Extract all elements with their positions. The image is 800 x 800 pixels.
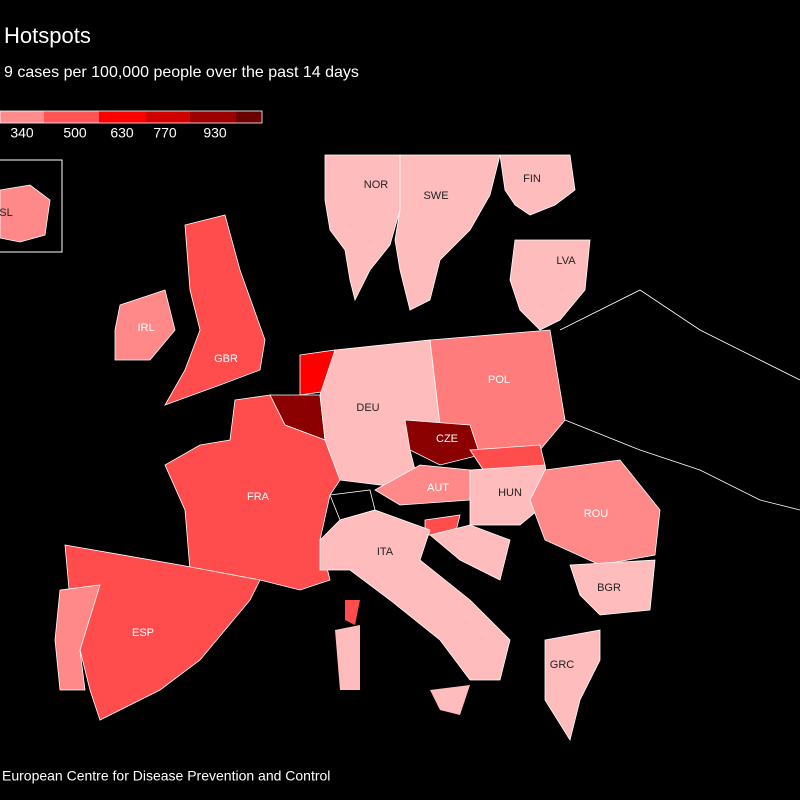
legend-swatch <box>0 111 44 123</box>
country <box>54 584 101 691</box>
country <box>0 184 51 243</box>
legend-swatch <box>190 111 236 123</box>
border-line <box>564 419 800 511</box>
region-labels: NOR SWE FIN LVA SL IRL GBR DEU POL CZE A… <box>0 173 621 671</box>
island <box>335 625 360 690</box>
regions <box>0 154 661 742</box>
region-label: SWE <box>423 190 448 202</box>
border-line <box>559 289 800 381</box>
country <box>164 394 341 591</box>
region-label: DEU <box>356 402 379 414</box>
legend-tick-label: 770 <box>153 125 177 141</box>
legend-tick-label: 340 <box>10 125 34 141</box>
country <box>499 154 576 216</box>
region-label: ESP <box>132 627 154 639</box>
region-label: NOR <box>364 179 389 191</box>
region-label: IRL <box>137 322 154 334</box>
region-label: ITA <box>377 546 394 558</box>
region-label: FRA <box>247 491 270 503</box>
region-label: HUN <box>498 487 522 499</box>
source: European Centre for Disease Prevention a… <box>2 768 330 784</box>
legend-tick-label: 630 <box>110 125 134 141</box>
legend: 340 500 630 770 930 <box>0 110 263 141</box>
inset-box <box>0 159 63 253</box>
legend-swatch <box>236 111 262 123</box>
island <box>345 600 360 625</box>
island <box>430 685 470 715</box>
region-label: POL <box>488 374 510 386</box>
subtitle: 9 cases per 100,000 people over the past… <box>4 64 359 81</box>
region-label: FIN <box>523 173 541 185</box>
title: Hotspots <box>4 23 91 48</box>
legend-swatch <box>99 111 146 123</box>
region-label: BGR <box>597 582 621 594</box>
country <box>164 214 266 406</box>
country <box>404 419 481 466</box>
country <box>394 154 501 311</box>
region-label: GRC <box>550 659 575 671</box>
legend-outline <box>0 110 263 124</box>
legend-swatch <box>146 111 190 123</box>
country <box>114 289 176 361</box>
region-label: GBR <box>214 353 238 365</box>
legend-tick-label: 500 <box>63 125 87 141</box>
country <box>569 559 656 616</box>
country <box>529 459 661 566</box>
legend-swatch <box>44 111 99 123</box>
country <box>319 509 511 681</box>
region-label: ROU <box>584 508 609 520</box>
region-label: SL <box>0 207 13 219</box>
country <box>429 524 511 581</box>
region-label: CZE <box>436 433 458 445</box>
country <box>544 629 601 742</box>
region-label: AUT <box>427 482 449 494</box>
region-label: LVA <box>556 255 576 267</box>
country <box>509 239 591 331</box>
legend-tick-label: 930 <box>203 125 227 141</box>
